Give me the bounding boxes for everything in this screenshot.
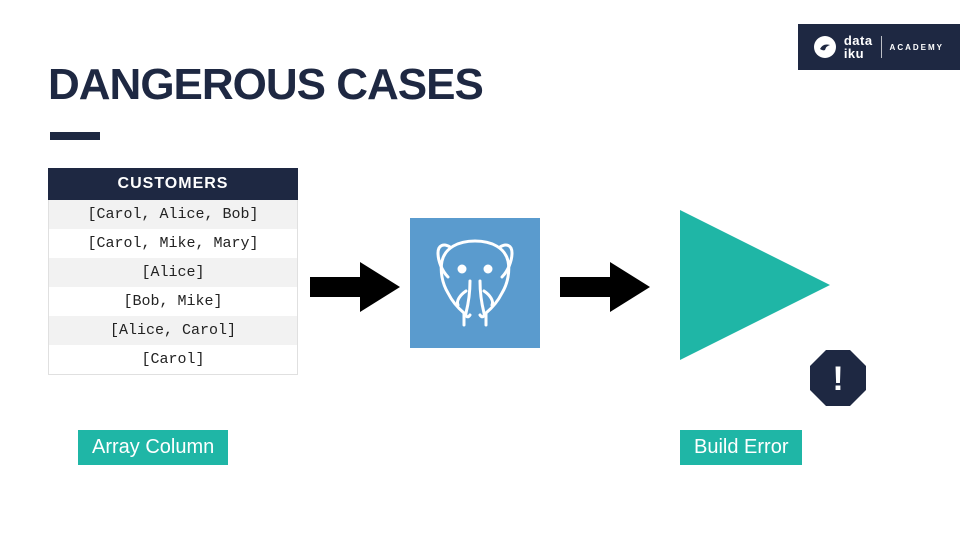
logo-divider [881,36,882,58]
arrow-icon [310,262,400,312]
arrow-icon [560,262,650,312]
svg-text:!: ! [832,360,843,398]
customers-table: CUSTOMERS [Carol, Alice, Bob] [Carol, Mi… [48,168,298,375]
table-row: [Alice, Carol] [48,316,298,345]
logo-academy: ACADEMY [890,43,944,52]
title-underline [50,132,100,140]
table-row: [Carol] [48,345,298,375]
table-header: CUSTOMERS [48,168,298,200]
array-column-label: Array Column [78,430,228,465]
table-row: [Carol, Mike, Mary] [48,229,298,258]
logo-brand-text: data iku [844,34,873,60]
logo-bird-icon [814,36,836,58]
table-row: [Alice] [48,258,298,287]
table-row: [Bob, Mike] [48,287,298,316]
page-title: DANGEROUS CASES [48,60,483,110]
brand-logo: data iku ACADEMY [798,24,960,70]
build-error-label: Build Error [680,430,802,465]
logo-line2: iku [844,47,873,60]
table-row: [Carol, Alice, Bob] [48,200,298,229]
play-icon [670,200,850,370]
postgres-icon [410,218,540,348]
error-icon: ! [808,348,868,408]
